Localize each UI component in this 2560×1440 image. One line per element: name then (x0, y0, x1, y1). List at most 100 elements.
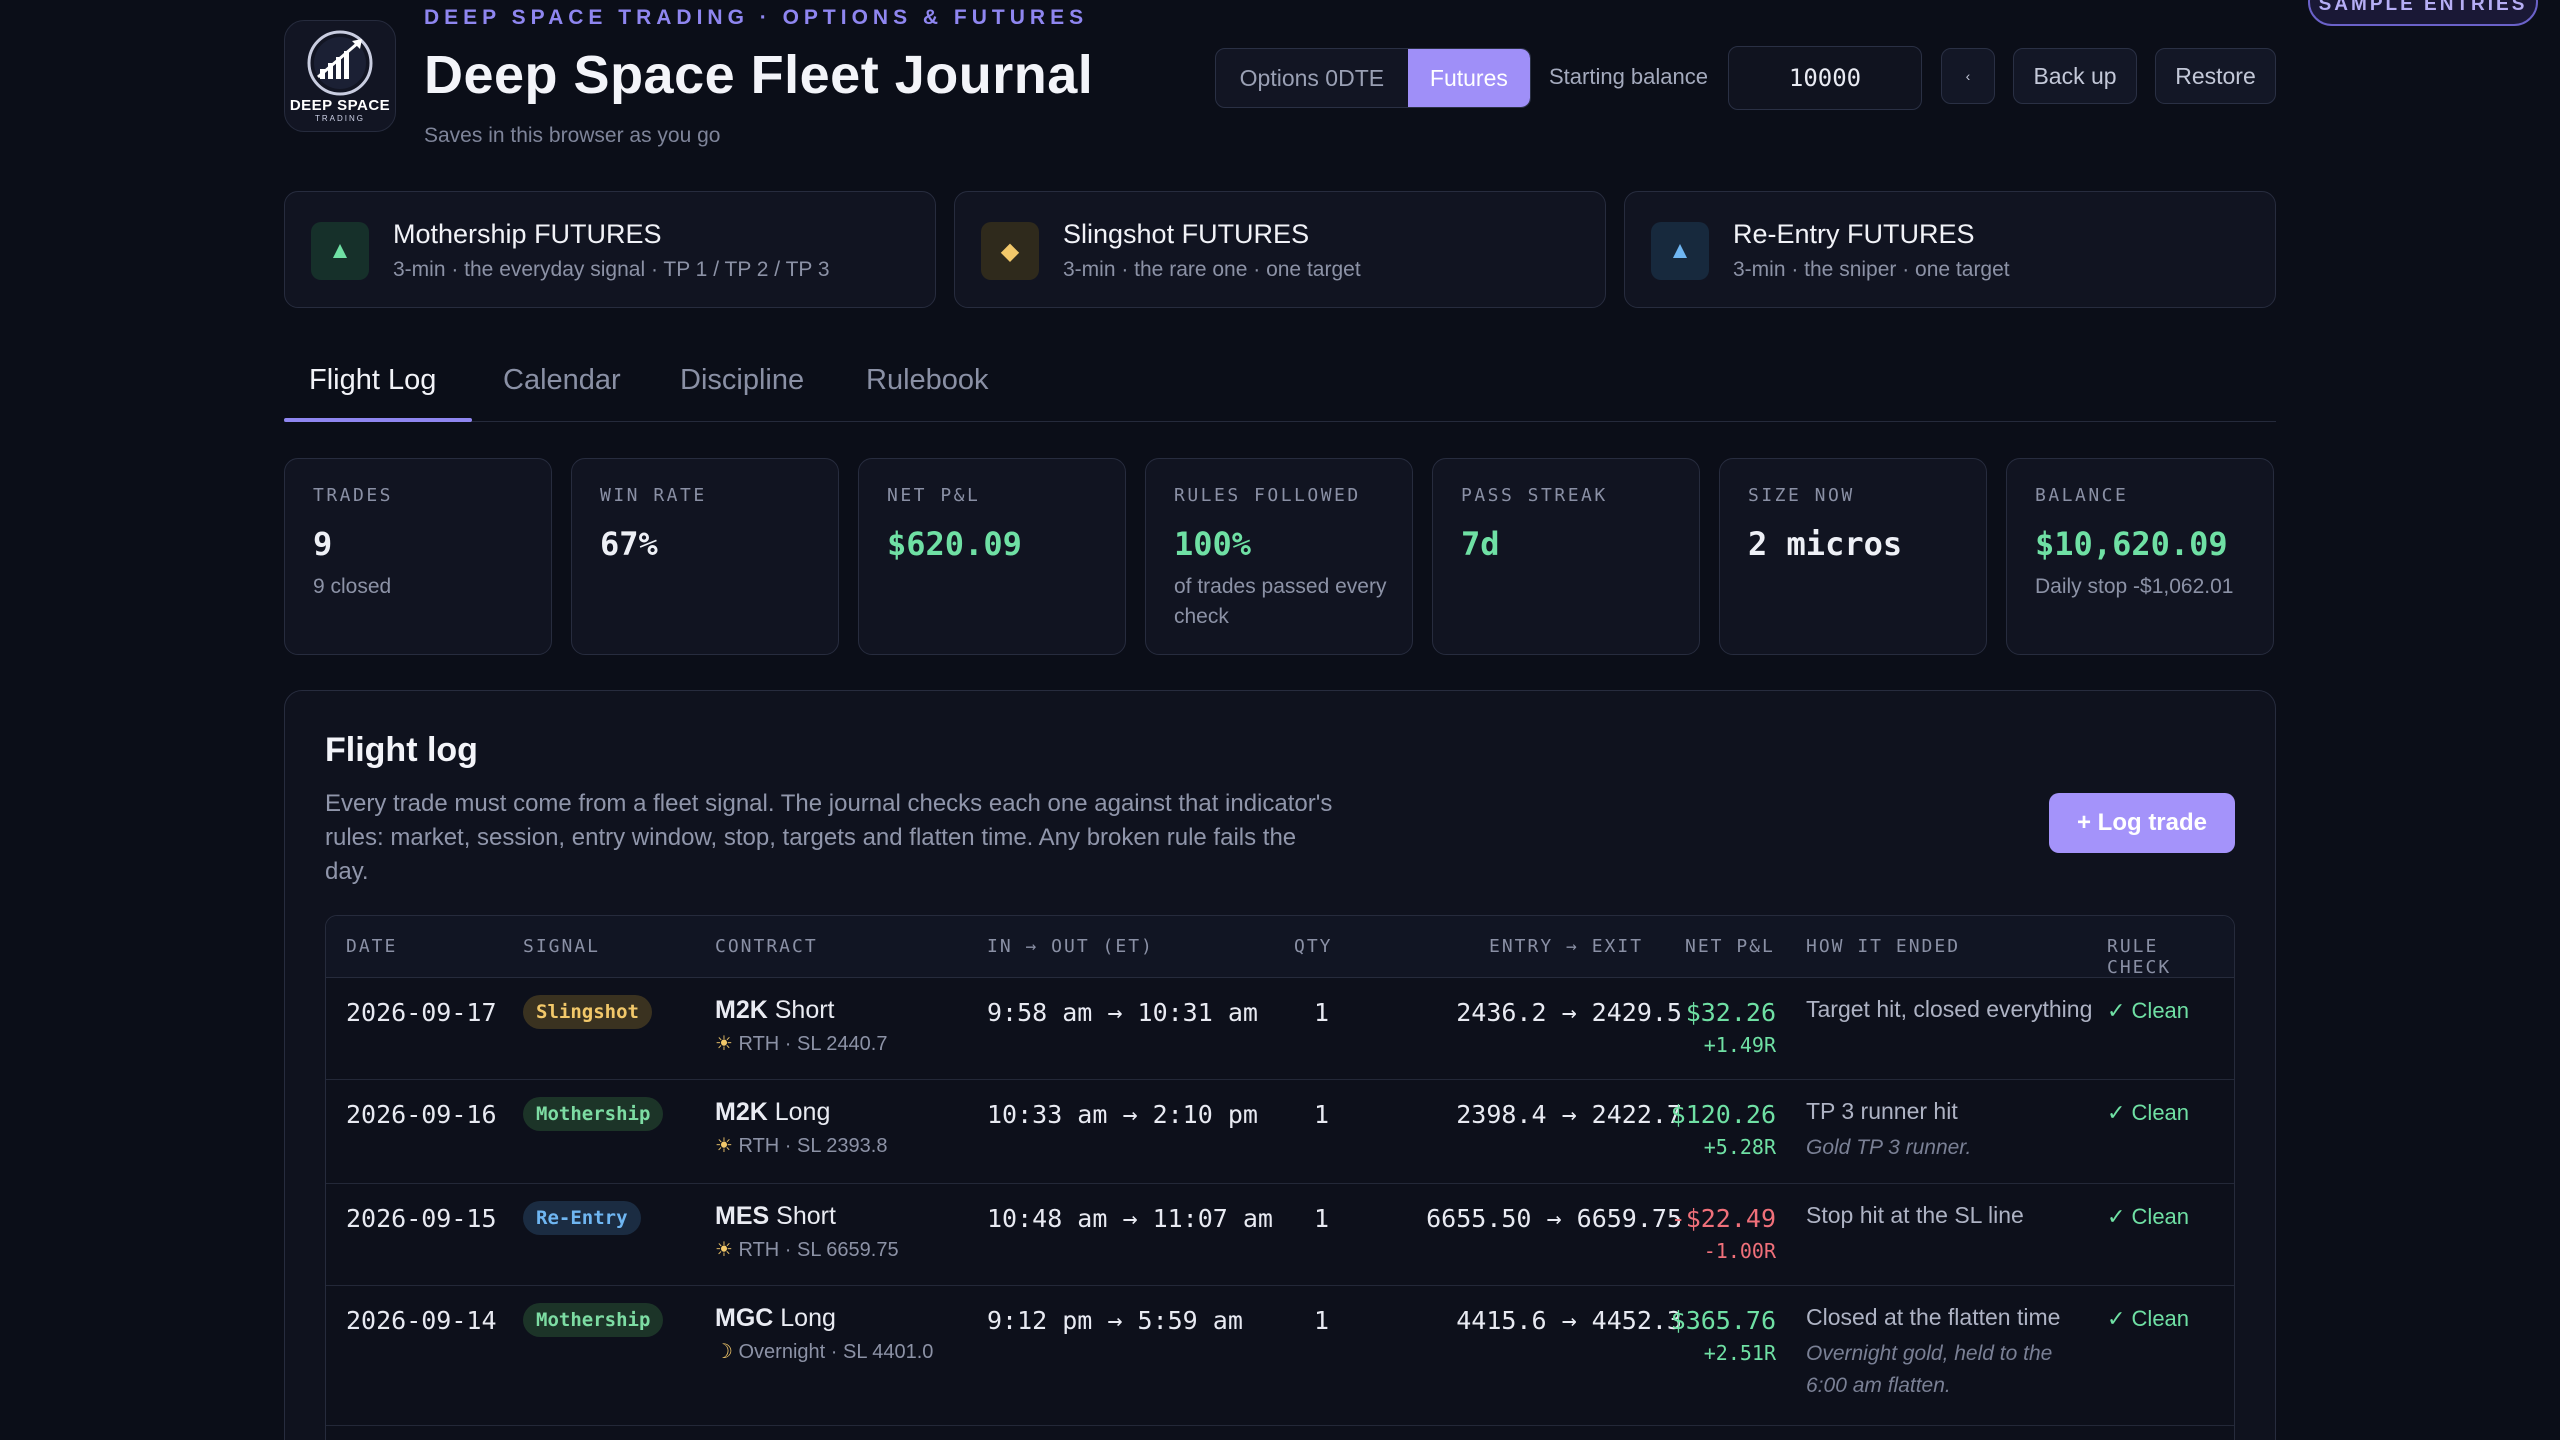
contract-symbol: MES (715, 1202, 770, 1230)
net-pnl: $120.26 +5.28R (1670, 1100, 1776, 1159)
indicator-card-mothership[interactable]: ▲ Mothership FUTURES 3-min · the everyda… (284, 191, 936, 308)
trade-qty: 1 (1314, 1100, 1330, 1129)
stat-value: 7d (1461, 525, 1500, 563)
stat-value: 100% (1174, 525, 1252, 563)
indicator-name: Mothership FUTURES (393, 219, 662, 249)
rule-check: ✓ Clean (2107, 1100, 2190, 1125)
stat-value: 67% (600, 525, 658, 563)
mode-futures-button[interactable]: Futures (1407, 49, 1530, 107)
rule-check: ✓ Clean (2107, 1306, 2190, 1331)
entry-exit: 6655.50 → 6659.75 (1426, 1204, 1682, 1233)
contract-side: Short (776, 1202, 836, 1230)
trade-qty: 1 (1314, 1204, 1330, 1233)
tab-discipline[interactable]: Discipline (680, 364, 805, 396)
stat-label: RULES FOLLOWED (1174, 485, 1361, 506)
stat-sub: of trades passed every check (1174, 575, 1387, 628)
rocket-logo-icon (307, 30, 373, 96)
stat-label: NET P&L (887, 485, 981, 506)
indicator-desc: 3-min · the rare one · one target (1063, 258, 1361, 281)
starting-balance-label: Starting balance (1549, 64, 1708, 89)
indicator-card-reentry[interactable]: ▲ Re-Entry FUTURES 3-min · the sniper · … (1624, 191, 2276, 308)
column-header[interactable]: DATE (346, 936, 398, 957)
sun-icon: ☀ (715, 1135, 733, 1157)
stat-pass-streak: PASS STREAK 7d (1432, 458, 1700, 655)
restore-button[interactable]: Restore (2155, 48, 2276, 104)
panel-description: Every trade must come from a fleet signa… (325, 790, 1333, 885)
trade-qty: 1 (1314, 998, 1330, 1027)
trade-date: 2026-09-17 (346, 998, 497, 1027)
contract-side: Long (774, 1098, 831, 1126)
tab-flight-log[interactable]: Flight Log (309, 364, 437, 396)
indicator-name: Slingshot FUTURES (1063, 219, 1310, 249)
stat-sub: 9 closed (313, 575, 392, 598)
column-header[interactable]: NET P&L (1685, 936, 1775, 957)
rule-check: ✓ Clean (2107, 998, 2190, 1023)
net-pnl: -$22.49 -1.00R (1670, 1204, 1776, 1263)
trade-date: 2026-09-16 (346, 1100, 497, 1129)
session-info: Overnight · SL 4401.0 (738, 1341, 934, 1363)
indicator-card-slingshot[interactable]: ◆ Slingshot FUTURES 3-min · the rare one… (954, 191, 1606, 308)
flight-log-panel: Flight log Every trade must come from a … (284, 690, 2276, 1440)
contract-symbol: MGC (715, 1304, 774, 1332)
table-row[interactable]: 2026-09-15 Re-Entry MES Short ☀ RTH · SL… (326, 1184, 2234, 1286)
trade-time: 9:58 am → 10:31 am (987, 998, 1258, 1027)
stat-label: WIN RATE (600, 485, 707, 506)
trade-table: DATE SIGNAL CONTRACT IN → OUT (ET) QTY E… (325, 915, 2235, 1440)
tab-calendar[interactable]: Calendar (503, 364, 621, 396)
indicator-name: Re-Entry FUTURES (1733, 219, 1975, 249)
stat-value: 2 micros (1748, 525, 1903, 563)
contract-cell: MGC Long ☽ Overnight · SL 4401.0 (715, 1304, 933, 1364)
how-it-ended: Stop hit at the SL line (1806, 1202, 2024, 1228)
net-pnl: $32.26 +1.49R (1685, 998, 1776, 1057)
entry-exit: 2398.4 → 2422.7 (1456, 1100, 1682, 1129)
how-it-ended: TP 3 runner hit Gold TP 3 runner. (1806, 1094, 2096, 1164)
brand-kicker: DEEP SPACE TRADING · OPTIONS & FUTURES (424, 6, 1089, 29)
session-info: RTH · SL 2393.8 (738, 1135, 888, 1157)
stat-net-pnl: NET P&L $620.09 (858, 458, 1126, 655)
tab-bar: Flight Log Calendar Discipline Rulebook (284, 352, 2276, 422)
entry-exit: 4415.6 → 4452.3 (1456, 1306, 1682, 1335)
collapse-button[interactable]: ‹ (1941, 48, 1995, 104)
tab-rulebook[interactable]: Rulebook (866, 364, 989, 396)
active-tab-indicator (284, 418, 472, 422)
column-header[interactable]: IN → OUT (ET) (987, 936, 1154, 957)
stat-label: SIZE NOW (1748, 485, 1855, 506)
stat-sub: Daily stop -$1,062.01 (2035, 575, 2234, 598)
trade-note: Overnight gold, held to the 6:00 am flat… (1806, 1342, 2053, 1397)
session-info: RTH · SL 2440.7 (738, 1033, 888, 1055)
contract-symbol: M2K (715, 1098, 768, 1126)
stat-balance: BALANCE $10,620.09 Daily stop -$1,062.01 (2006, 458, 2274, 655)
trade-date: 2026-09-14 (346, 1306, 497, 1335)
signal-badge: Mothership (523, 1303, 664, 1337)
column-header[interactable]: HOW IT ENDED (1806, 936, 1961, 957)
stat-label: PASS STREAK (1461, 485, 1608, 506)
brand-logo: DEEP SPACE TRADING (284, 20, 396, 132)
table-row[interactable]: 2026-09-17 Slingshot M2K Short ☀ RTH · S… (326, 978, 2234, 1080)
column-header[interactable]: CONTRACT (715, 936, 818, 957)
entry-exit: 2436.2 → 2429.5 (1456, 998, 1682, 1027)
column-header[interactable]: RULE CHECK (2107, 936, 2172, 978)
column-header[interactable]: SIGNAL (523, 936, 601, 957)
sample-entries-badge: SAMPLE ENTRIES (2308, 0, 2538, 26)
stat-trades: TRADES 9 9 closed (284, 458, 552, 655)
table-row[interactable]: 2026-09-14 Mothership MGC Long ☽ Overnig… (326, 1286, 2234, 1426)
sun-icon: ☀ (715, 1239, 733, 1261)
stat-value: 9 (313, 525, 333, 563)
mode-options-button[interactable]: Options 0DTE (1239, 64, 1385, 91)
trade-time: 10:48 am → 11:07 am (987, 1204, 1273, 1233)
trade-date: 2026-09-15 (346, 1204, 497, 1233)
column-header[interactable]: ENTRY → EXIT (1489, 936, 1644, 957)
table-row[interactable]: 2026-09-16 Mothership M2K Long ☀ RTH · S… (326, 1080, 2234, 1184)
log-trade-button[interactable]: + Log trade (2049, 793, 2235, 853)
stat-value: $10,620.09 (2035, 525, 2228, 563)
triangle-up-icon: ▲ (1651, 222, 1709, 280)
column-header[interactable]: QTY (1294, 936, 1333, 957)
trade-note: Gold TP 3 runner. (1806, 1136, 1972, 1159)
how-it-ended: Target hit, closed everything (1806, 996, 2093, 1022)
net-pnl: $365.76 +2.51R (1670, 1306, 1776, 1365)
signal-badge: Slingshot (523, 995, 652, 1029)
back-up-button[interactable]: Back up (2013, 48, 2137, 104)
signal-badge: Mothership (523, 1097, 664, 1131)
starting-balance-input[interactable]: 10000 (1728, 46, 1922, 110)
session-info: RTH · SL 6659.75 (738, 1239, 899, 1261)
